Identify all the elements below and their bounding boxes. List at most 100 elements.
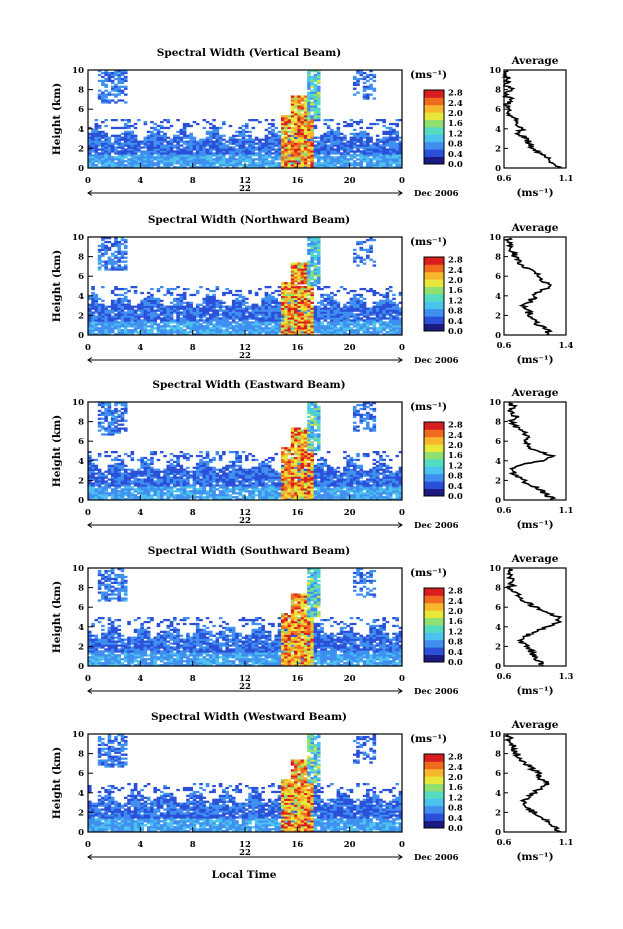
heatmap-cell	[313, 95, 318, 98]
heatmap-cell	[218, 333, 223, 336]
heatmap-cell	[186, 325, 190, 328]
heatmap-cell	[382, 124, 386, 128]
heatmap-cell	[395, 303, 400, 306]
heatmap-cell	[310, 291, 314, 295]
heatmap-cell	[117, 427, 122, 430]
heatmap-cell	[146, 142, 151, 145]
heatmap-cell	[110, 264, 115, 267]
heatmap-cell	[300, 144, 305, 147]
heatmap-cell	[336, 162, 341, 165]
heatmap-cell	[231, 162, 236, 165]
heatmap-cell	[104, 136, 108, 139]
heatmap-cell	[297, 132, 301, 135]
heatmap-cell	[205, 162, 210, 165]
heatmap-cell	[310, 327, 314, 330]
heatmap-cell	[104, 79, 108, 83]
heatmap-cell	[166, 490, 171, 493]
heatmap-cell	[346, 152, 350, 155]
heatmap-cell	[94, 496, 99, 499]
heatmap-cell	[372, 264, 377, 267]
heatmap-cell	[153, 333, 157, 336]
heatmap-cell	[310, 164, 314, 167]
heatmap-cell	[156, 162, 161, 165]
heatmap-cell	[205, 329, 210, 332]
heatmap-cell	[192, 319, 197, 322]
heatmap-cell	[330, 152, 334, 155]
heatmap-cell	[388, 122, 393, 126]
heatmap-cell	[143, 305, 148, 308]
heatmap-cell	[316, 276, 321, 279]
heatmap-cell	[300, 268, 305, 271]
heatmap-cell	[150, 142, 154, 145]
heatmap-cell	[231, 315, 236, 318]
heatmap-cell	[238, 333, 243, 336]
heatmap-cell	[385, 291, 390, 295]
heatmap-cell	[297, 124, 301, 128]
heatmap-cell	[218, 156, 223, 159]
heatmap-cell	[382, 160, 386, 163]
heatmap-cell	[146, 311, 151, 314]
heatmap-cell	[110, 494, 115, 497]
heatmap-cell	[189, 474, 193, 477]
heatmap-cell	[313, 256, 318, 259]
heatmap-cell	[186, 482, 190, 485]
heatmap-cell	[202, 307, 207, 310]
heatmap-cell	[209, 162, 213, 165]
heatmap-cell	[189, 164, 193, 167]
heatmap-cell	[284, 148, 288, 151]
heatmap-cell	[169, 327, 174, 330]
heatmap-cell	[209, 154, 213, 157]
heatmap-cell	[323, 307, 328, 310]
heatmap-cell	[375, 327, 380, 330]
heatmap-cell	[137, 309, 141, 312]
heatmap-cell	[349, 303, 354, 306]
heatmap-cell	[117, 164, 122, 167]
heatmap-cell	[284, 132, 288, 135]
heatmap-cell	[176, 307, 180, 310]
heatmap-cell	[97, 470, 102, 473]
heatmap-cell	[395, 132, 400, 135]
heatmap-cell	[356, 331, 360, 334]
heatmap-cell	[385, 144, 390, 147]
heatmap-cell	[316, 73, 321, 77]
heatmap-cell	[284, 128, 288, 132]
heatmap-cell	[310, 75, 314, 79]
heatmap-cell	[94, 160, 99, 163]
heatmap-cell	[179, 464, 184, 467]
heatmap-cell	[280, 124, 285, 128]
heatmap-cell	[94, 319, 99, 322]
heatmap-cell	[215, 319, 220, 322]
heatmap-cell	[88, 454, 92, 458]
heatmap-cell	[179, 311, 184, 314]
heatmap-cell	[372, 146, 377, 149]
heatmap-cell	[195, 291, 200, 295]
heatmap	[88, 237, 403, 336]
heatmap-cell	[290, 105, 295, 108]
heatmap-cell	[186, 319, 190, 322]
heatmap-cell	[398, 325, 403, 328]
heatmap-cell	[150, 478, 154, 481]
heatmap-cell	[137, 474, 141, 477]
heatmap-cell	[254, 154, 259, 157]
heatmap-cell	[290, 162, 295, 165]
heatmap-cell	[192, 309, 197, 312]
heatmap-cell	[143, 470, 148, 473]
heatmap-cell	[104, 240, 108, 244]
heatmap-cell	[398, 156, 403, 159]
heatmap-cell	[225, 166, 229, 169]
heatmap-cell	[225, 291, 229, 295]
heatmap-cell	[107, 142, 112, 145]
heatmap-cell	[137, 150, 141, 153]
heatmap-cell	[123, 124, 128, 128]
heatmap-cell	[359, 333, 364, 336]
heatmap-cell	[110, 474, 115, 477]
heatmap-cell	[146, 305, 151, 308]
x-tick-label: 20	[344, 176, 356, 186]
heatmap-cell	[235, 333, 239, 336]
heatmap-cell	[146, 144, 151, 147]
heatmap-cell	[274, 323, 279, 326]
heatmap-cell	[163, 150, 167, 153]
heatmap-cell	[323, 315, 328, 318]
heatmap-cell	[97, 417, 102, 420]
heatmap-cell	[120, 301, 125, 304]
